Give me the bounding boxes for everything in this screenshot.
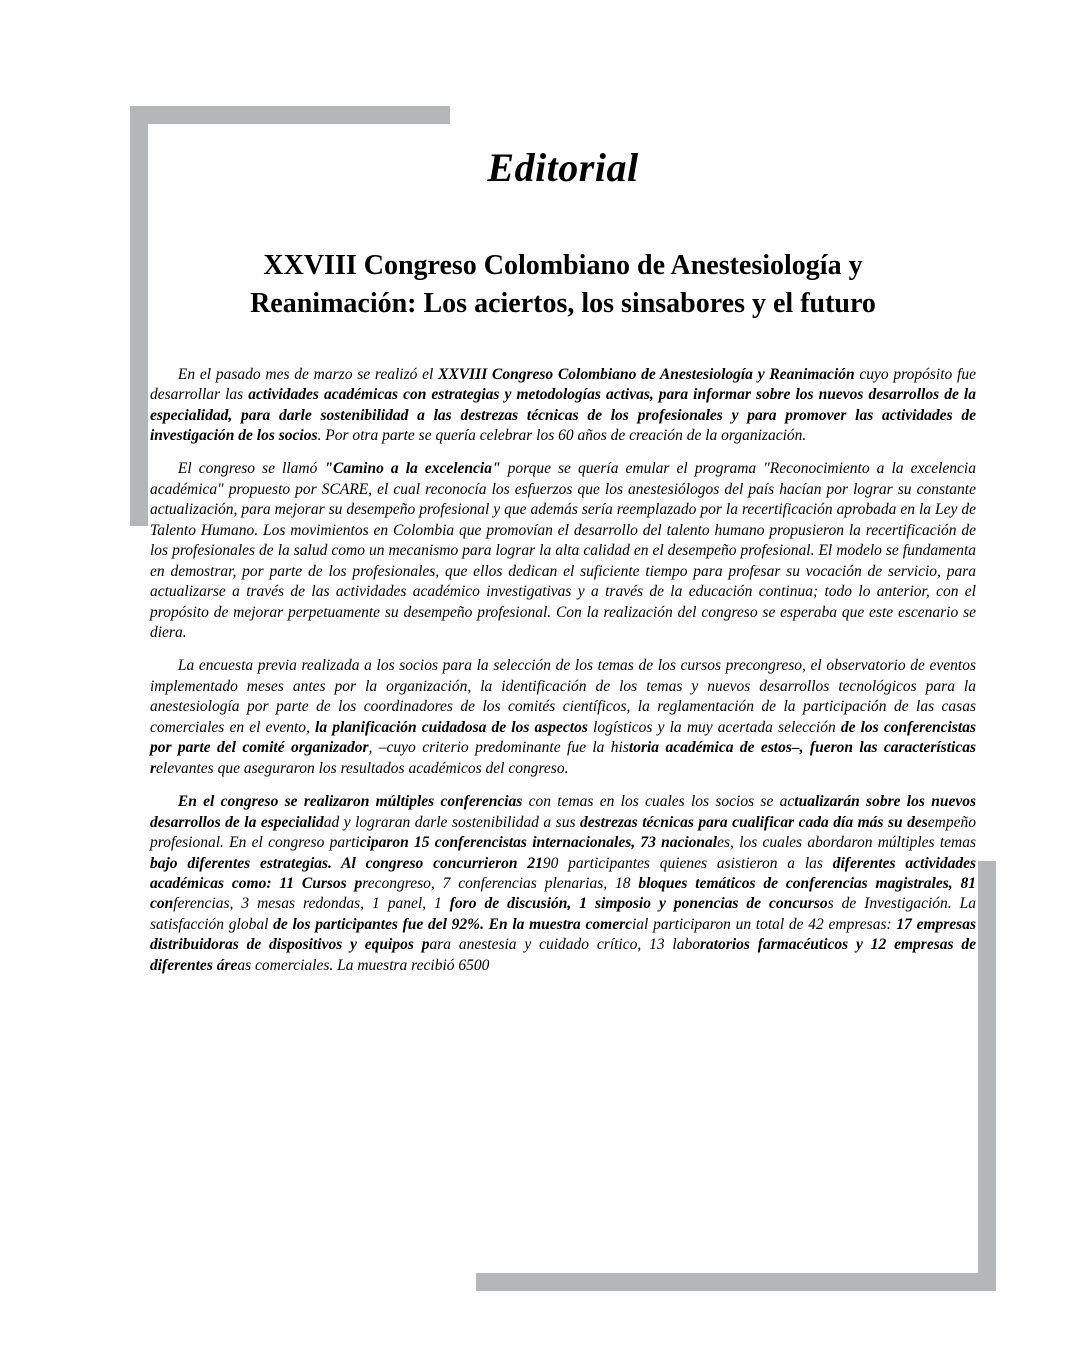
content-area: Editorial XXVIII Congreso Colombiano de … (150, 130, 976, 1269)
article-title: XXVIII Congreso Colombiano de Anestesiol… (243, 247, 883, 323)
paragraph: En el congreso se realizaron múltiples c… (150, 792, 976, 976)
document-page: Editorial XXVIII Congreso Colombiano de … (0, 0, 1086, 1369)
article-body: En el pasado mes de marzo se realizó el … (150, 365, 976, 977)
paragraph: En el pasado mes de marzo se realizó el … (150, 365, 976, 447)
section-label: Editorial (150, 144, 976, 191)
paragraph: El congreso se llamó "Camino a la excele… (150, 459, 976, 643)
paragraph: La encuesta previa realizada a los socio… (150, 656, 976, 779)
